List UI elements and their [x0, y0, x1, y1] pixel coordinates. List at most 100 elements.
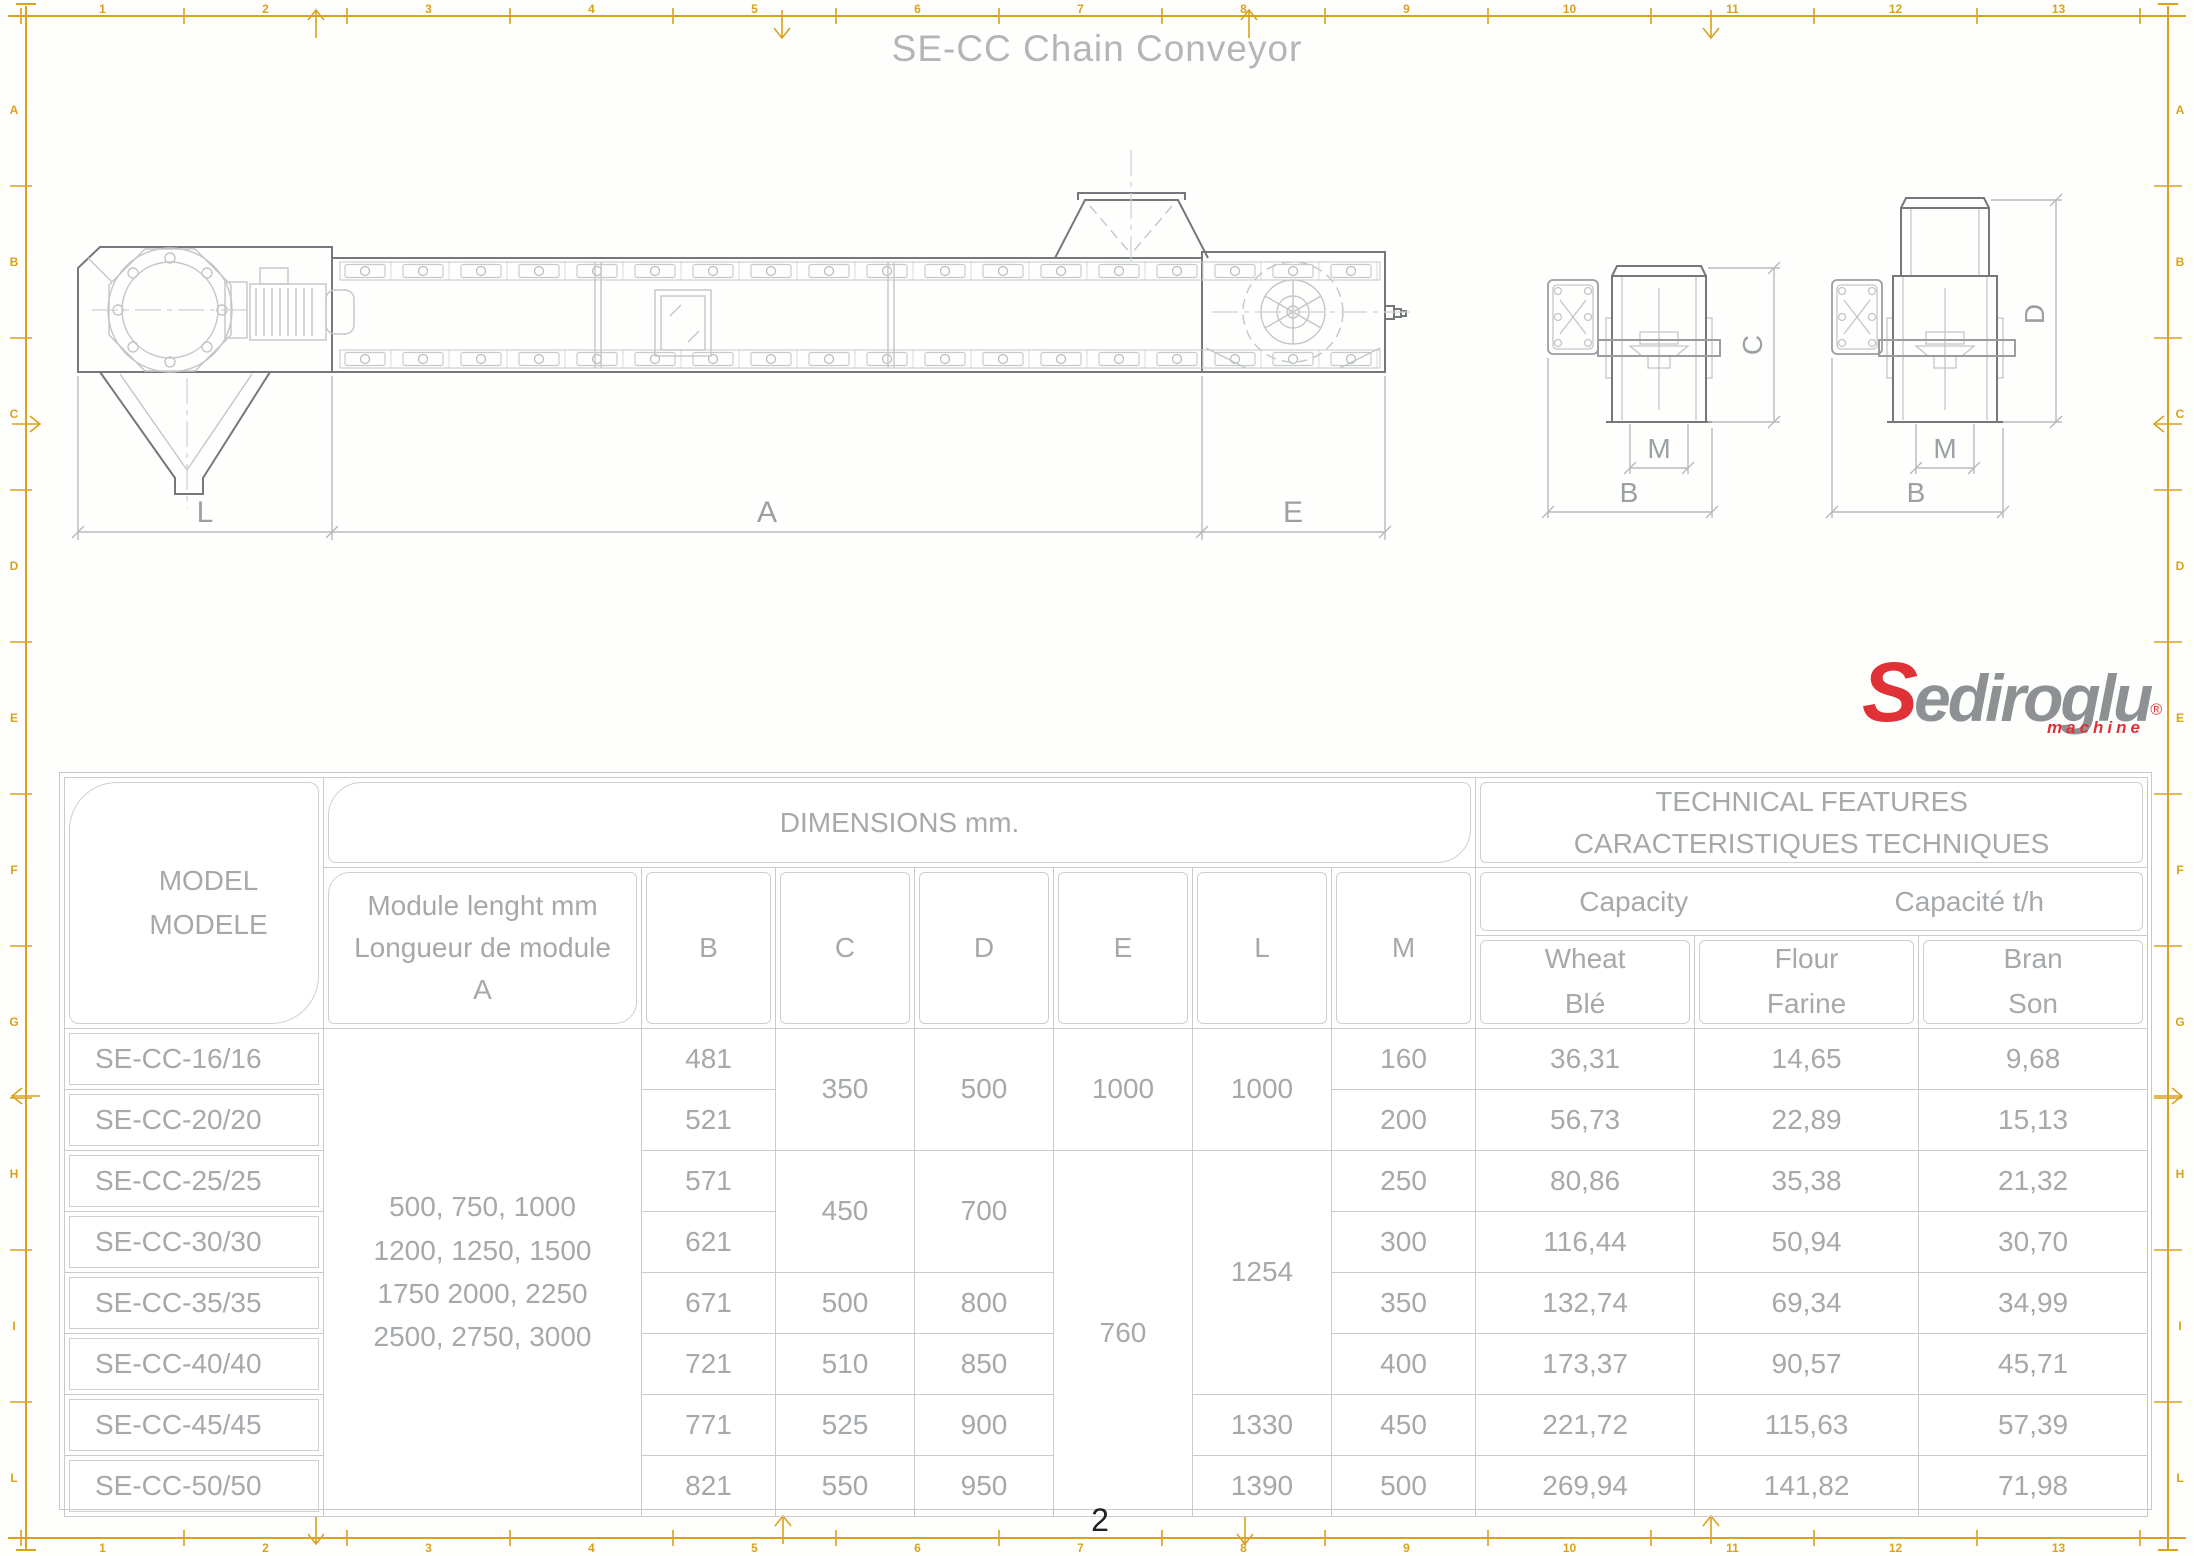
table-row: SE-CC-30/30 621 300 116,44 50,94 30,70 — [64, 1210, 2149, 1273]
cell-flour: 69,34 — [1694, 1271, 1920, 1334]
table-row: SE-CC-50/50 821 550 950 1390 500 269,94 … — [64, 1454, 2149, 1517]
end-view-c: C M B — [1541, 261, 1781, 519]
dims-view-c — [1541, 261, 1781, 519]
svg-text:13: 13 — [2052, 2, 2066, 16]
header-dimensions: DIMENSIONS mm. — [322, 777, 1477, 868]
svg-text:B: B — [10, 255, 19, 269]
cell-m: 300 — [1330, 1210, 1477, 1273]
tail-shaft-step2 — [1393, 308, 1402, 318]
cell-model: SE-CC-25/25 — [64, 1149, 324, 1212]
header-model: MODEL MODELE — [64, 777, 324, 1029]
cell-wheat: 56,73 — [1475, 1088, 1696, 1151]
cell-model: SE-CC-30/30 — [64, 1210, 324, 1273]
cell-b: 521 — [641, 1088, 776, 1151]
dims-view-d — [1825, 193, 2063, 519]
page-number: 2 — [1091, 1502, 1109, 1538]
cell-bran: 30,70 — [1918, 1210, 2149, 1273]
cell-bran: 71,98 — [1918, 1454, 2149, 1517]
svg-text:6: 6 — [914, 2, 921, 16]
cell-l: 1330 — [1192, 1393, 1332, 1456]
cell-m: 350 — [1330, 1271, 1477, 1334]
svg-text:C: C — [2176, 407, 2185, 421]
side-view-dimension-labels: L A E — [197, 496, 1303, 529]
svg-text:8: 8 — [1240, 1541, 1247, 1555]
svg-text:12: 12 — [1889, 1541, 1903, 1555]
cell-d: 700 — [914, 1149, 1054, 1273]
svg-text:3: 3 — [425, 2, 432, 16]
svg-text:I: I — [12, 1319, 15, 1333]
header-col-D: D — [914, 867, 1054, 1029]
dim-label-E: E — [1283, 496, 1303, 529]
cell-c: 550 — [775, 1454, 915, 1517]
svg-text:E: E — [10, 711, 18, 725]
tail-gusset-1 — [1205, 347, 1247, 369]
shaft-band-2 — [1878, 339, 2016, 357]
svg-text:L: L — [10, 1471, 17, 1485]
side-view-dimension-lines — [71, 376, 1392, 540]
svg-text:4: 4 — [588, 1541, 595, 1555]
svg-text:H: H — [10, 1167, 19, 1181]
cell-m: 400 — [1330, 1332, 1477, 1395]
cell-m: 450 — [1330, 1393, 1477, 1456]
cell-model: SE-CC-20/20 — [64, 1088, 324, 1151]
svg-text:G: G — [9, 1015, 18, 1029]
hidden-lines — [1089, 205, 1344, 363]
hopper-inner-line-left — [119, 373, 188, 471]
header-col-M: M — [1330, 867, 1477, 1029]
dim-label-M2: M — [1933, 433, 1956, 464]
header-bran: Bran Son — [1918, 935, 2149, 1029]
svg-text:2: 2 — [262, 2, 269, 16]
discharge-hopper-outline — [99, 371, 271, 495]
end-view-d: D M B — [1825, 193, 2063, 519]
page-title: SE-CC Chain Conveyor — [891, 28, 1303, 69]
cell-module-length: 500, 750, 1000 1200, 1250, 1500 1750 200… — [323, 1027, 642, 1517]
cell-flour: 141,82 — [1694, 1454, 1920, 1517]
svg-text:E: E — [2176, 711, 2184, 725]
svg-text:D: D — [10, 559, 19, 573]
cell-c: 510 — [775, 1332, 915, 1395]
logo-tagline: machine — [2047, 718, 2144, 737]
cell-flour: 50,94 — [1694, 1210, 1920, 1273]
inspection-door — [654, 289, 712, 357]
cell-d: 950 — [914, 1454, 1054, 1517]
header-technical-features: TECHNICAL FEATURES CARACTERISTIQUES TECH… — [1475, 777, 2149, 868]
bottom-bolt-strip — [339, 349, 1381, 369]
table-row: SE-CC-16/16 500, 750, 1000 1200, 1250, 1… — [64, 1027, 2149, 1517]
svg-text:1: 1 — [99, 1541, 106, 1555]
side-view-details — [87, 247, 1381, 471]
svg-text:D: D — [2176, 559, 2185, 573]
header-flour: Flour Farine — [1694, 935, 1920, 1029]
cell-d: 900 — [914, 1393, 1054, 1456]
svg-text:I: I — [2178, 1319, 2181, 1333]
top-bolt-strip — [339, 261, 1381, 281]
cell-m: 500 — [1330, 1454, 1477, 1517]
svg-text:9: 9 — [1403, 2, 1410, 16]
centerlines — [92, 150, 1412, 508]
svg-text:7: 7 — [1077, 1541, 1084, 1555]
cell-flour: 90,57 — [1694, 1332, 1920, 1395]
tail-shaft-step3 — [1400, 310, 1407, 317]
table-row: SE-CC-35/35 671 500 800 350 132,74 69,34… — [64, 1271, 2149, 1334]
head-chamfer-detail — [87, 257, 113, 283]
svg-text:13: 13 — [2052, 1541, 2066, 1555]
header-capacity: Capacity Capacité t/h — [1475, 867, 2149, 936]
header-col-L: L — [1192, 867, 1332, 1029]
cell-wheat: 80,86 — [1475, 1149, 1696, 1212]
cell-c: 500 — [775, 1271, 915, 1334]
dim-label-D: D — [2019, 304, 2050, 324]
cell-wheat: 269,94 — [1475, 1454, 1696, 1517]
cell-wheat: 36,31 — [1475, 1027, 1696, 1090]
header-wheat: Wheat Blé — [1475, 935, 1696, 1029]
cell-flour: 14,65 — [1694, 1027, 1920, 1090]
cell-m: 200 — [1330, 1088, 1477, 1151]
cell-model: SE-CC-16/16 — [64, 1027, 324, 1090]
header-col-E: E — [1053, 867, 1193, 1029]
header-row-3: Wheat Blé Flour Farine Bran Son — [65, 935, 2149, 1029]
cell-c: 450 — [775, 1149, 915, 1273]
cell-model: SE-CC-35/35 — [64, 1271, 324, 1334]
cell-b: 481 — [641, 1027, 776, 1090]
logo-registered-mark: ® — [2150, 701, 2163, 719]
svg-text:10: 10 — [1563, 2, 1577, 16]
table-row: SE-CC-40/40 721 510 850 400 173,37 90,57… — [64, 1332, 2149, 1395]
